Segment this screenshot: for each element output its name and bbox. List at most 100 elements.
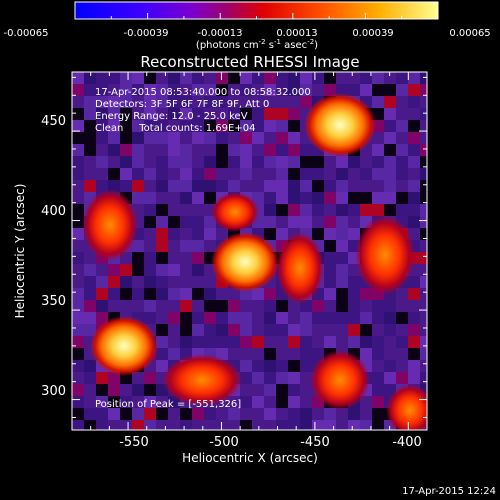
info-line: Detectors: 3F 5F 6F 7F 8F 9F, Att 0 (95, 99, 269, 110)
image-pixel-block (384, 360, 396, 372)
image-pixel-block (96, 384, 108, 396)
image-pixel-block (120, 144, 132, 156)
image-pixel-block (276, 168, 288, 180)
image-pixel-block (300, 84, 312, 96)
image-pixel-block (120, 264, 132, 276)
image-pixel-block (324, 276, 336, 288)
image-pixel-block (192, 84, 204, 96)
image-pixel-block (312, 72, 324, 84)
image-pixel-block (144, 120, 156, 132)
image-pixel-block (180, 288, 192, 300)
image-pixel-block (264, 324, 276, 336)
image-pixel-block (372, 72, 384, 84)
image-pixel-block (180, 300, 192, 312)
image-pixel-block (288, 132, 300, 144)
image-pixel-block (180, 156, 192, 168)
colorbar-tick-label: 0.00065 (449, 28, 490, 39)
image-pixel-block (276, 360, 288, 372)
image-pixel-block (276, 72, 288, 84)
image-pixel-block (420, 216, 427, 228)
image-pixel-block (120, 72, 132, 84)
image-pixel-block (276, 144, 288, 156)
image-pixel-block (312, 204, 324, 216)
image-pixel-block (264, 144, 276, 156)
image-pixel-block (336, 204, 348, 216)
image-pixel-block (72, 204, 84, 216)
image-pixel-block (180, 192, 192, 204)
image-pixel-block (264, 228, 276, 240)
image-pixel-block (156, 336, 168, 348)
image-pixel-block (132, 240, 144, 252)
image-pixel-block (420, 144, 427, 156)
image-pixel-block (132, 264, 144, 276)
image-pixel-block (300, 420, 312, 430)
image-pixel-block (372, 372, 384, 384)
y-tick-labels: 300 350 400 450 (41, 114, 66, 399)
image-pixel-block (108, 276, 120, 288)
image-pixel-block (84, 180, 96, 192)
image-pixel-block (396, 336, 408, 348)
image-pixel-block (384, 132, 396, 144)
image-pixel-block (312, 192, 324, 204)
image-pixel-block (372, 144, 384, 156)
image-pixel-block (300, 192, 312, 204)
image-pixel-block (168, 264, 180, 276)
image-pixel-block (324, 216, 336, 228)
image-pixel-block (408, 348, 420, 360)
image-pixel-block (84, 420, 96, 430)
image-pixel-block (408, 132, 420, 144)
image-pixel-block (108, 96, 120, 108)
x-tick-label: -500 (209, 435, 239, 450)
info-line: Energy Range: 12.0 - 25.0 keV (95, 111, 248, 122)
image-pixel-block (144, 192, 156, 204)
image-pixel-block (228, 408, 240, 420)
image-pixel-block (144, 396, 156, 408)
image-pixel-block (144, 96, 156, 108)
image-pixel-block (144, 264, 156, 276)
image-pixel-block (384, 156, 396, 168)
image-pixel-block (360, 336, 372, 348)
image-pixel-block (384, 192, 396, 204)
image-pixel-block (216, 156, 228, 168)
colorbar-ticks (74, 13, 439, 19)
image-pixel-block (168, 84, 180, 96)
image-pixel-block (156, 324, 168, 336)
image-pixel-block (108, 384, 120, 396)
image-pixel-block (324, 228, 336, 240)
image-pixel-block (84, 288, 96, 300)
image-pixel-block (324, 420, 336, 430)
image-pixel-block (84, 72, 96, 84)
image-pixel-block (216, 96, 228, 108)
image-pixel-block (264, 408, 276, 420)
image-pixel-block (204, 156, 216, 168)
colorbar-tick-label: 0.00013 (276, 28, 317, 39)
image-pixel-block (408, 288, 420, 300)
plot-title: Reconstructed RHESSI Image (140, 53, 359, 71)
image-pixel-block (168, 108, 180, 120)
image-pixel-block (144, 204, 156, 216)
image-pixel-block (192, 288, 204, 300)
image-pixel-block (96, 120, 108, 132)
image-pixel-block (156, 288, 168, 300)
image-pixel-block (288, 408, 300, 420)
image-pixel-block (180, 108, 192, 120)
image-pixel-block (228, 72, 240, 84)
image-pixel-block (336, 276, 348, 288)
image-pixel-block (192, 72, 204, 84)
image-pixel-block (252, 360, 264, 372)
image-pixel-block (204, 120, 216, 132)
image-pixel-block (348, 228, 360, 240)
image-pixel-block (288, 108, 300, 120)
image-pixel-block (240, 84, 252, 96)
image-pixel-block (372, 192, 384, 204)
x-tick-label: -400 (392, 435, 422, 450)
image-pixel-block (228, 108, 240, 120)
image-pixel-block (108, 72, 120, 84)
image-pixel-block (348, 324, 360, 336)
image-pixel-block (312, 168, 324, 180)
image-pixel-block (96, 72, 108, 84)
x-tick-labels: -550 -500 -450 -400 (119, 435, 422, 450)
image-pixel-block (204, 96, 216, 108)
image-pixel-block (396, 168, 408, 180)
image-pixel-block (264, 72, 276, 84)
